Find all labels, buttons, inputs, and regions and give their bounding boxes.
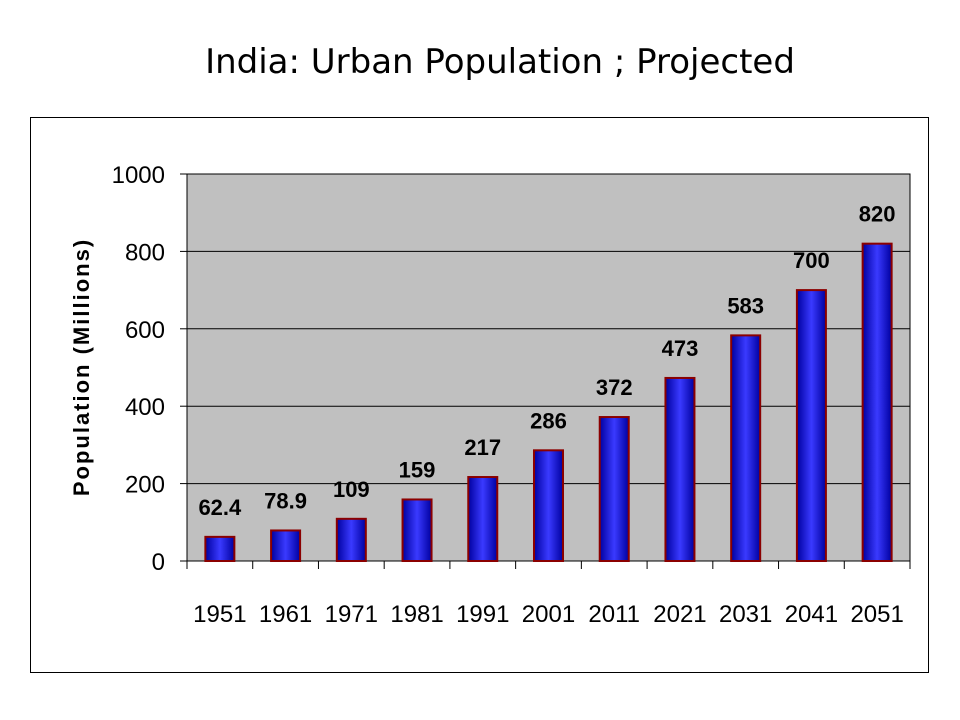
bar-2051 bbox=[861, 242, 893, 562]
bar-2021 bbox=[664, 376, 696, 562]
y-axis-ticks: 0 200 400 600 800 1000 bbox=[112, 162, 187, 576]
y-tick-label: 600 bbox=[125, 317, 165, 344]
data-label-2031: 583 bbox=[727, 293, 764, 318]
slide-title: India: Urban Population ; Projected bbox=[205, 42, 795, 82]
data-label-2021: 473 bbox=[662, 336, 699, 361]
x-tick-label: 2021 bbox=[653, 601, 706, 628]
y-tick-label: 800 bbox=[125, 239, 165, 266]
data-label-1971: 109 bbox=[333, 477, 370, 502]
bar-2041 bbox=[795, 289, 827, 562]
bar-2011 bbox=[598, 416, 630, 563]
x-tick-label: 1951 bbox=[193, 601, 246, 628]
bar-1971 bbox=[335, 517, 367, 563]
gridlines bbox=[187, 173, 910, 485]
y-tick-label: 200 bbox=[125, 472, 165, 499]
bar-1951 bbox=[204, 535, 236, 562]
x-tick-label: 2051 bbox=[850, 601, 903, 628]
bar-1991 bbox=[467, 476, 499, 562]
data-label-1961: 78.9 bbox=[264, 488, 307, 513]
x-tick-label: 1961 bbox=[259, 601, 312, 628]
x-tick-label: 2001 bbox=[522, 601, 575, 628]
bars bbox=[204, 242, 893, 563]
y-tick-label: 0 bbox=[152, 549, 165, 576]
data-label-2041: 700 bbox=[793, 248, 830, 273]
y-tick-label: 1000 bbox=[112, 162, 165, 189]
x-tick-label: 1981 bbox=[390, 601, 443, 628]
bar-1981 bbox=[401, 498, 433, 563]
x-tick-label: 2031 bbox=[719, 601, 772, 628]
data-labels: 62.4 78.9 109 159 217 286 372 473 583 700 820 bbox=[198, 202, 895, 520]
data-label-1951: 62.4 bbox=[198, 495, 242, 520]
x-axis-ticks: 1951 1961 1971 1981 1991 2001 2011 2021 2031 2041… bbox=[186, 561, 911, 628]
y-axis-title: Population (Millions) bbox=[69, 238, 94, 496]
data-label-2011: 372 bbox=[596, 375, 633, 400]
y-tick-label: 400 bbox=[125, 394, 165, 421]
x-tick-label: 1991 bbox=[456, 601, 509, 628]
bar-2001 bbox=[533, 449, 564, 562]
x-tick-label: 2011 bbox=[588, 601, 640, 628]
data-label-2051: 820 bbox=[859, 202, 896, 227]
x-tick-label: 2041 bbox=[785, 601, 838, 628]
x-tick-label: 1971 bbox=[325, 601, 378, 628]
data-label-1991: 217 bbox=[464, 435, 501, 460]
bar-2031 bbox=[730, 334, 762, 562]
data-label-2001: 286 bbox=[530, 408, 567, 433]
bar-1961 bbox=[270, 529, 302, 562]
data-label-1981: 159 bbox=[399, 457, 436, 482]
